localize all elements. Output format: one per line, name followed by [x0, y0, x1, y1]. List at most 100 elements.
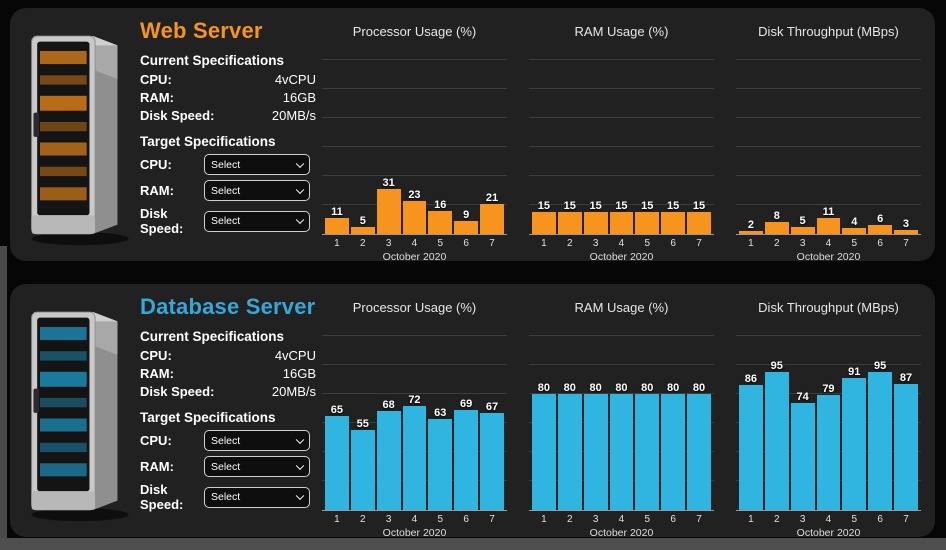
- spec-value: 4vCPU: [274, 72, 316, 87]
- select-label: Disk Speed:: [140, 482, 184, 512]
- bar: [764, 222, 789, 234]
- database-server-panel: Database Server Current Specifications C…: [10, 284, 935, 539]
- bar-group: 91: [842, 336, 867, 510]
- bar-group: 15: [531, 60, 556, 234]
- x-axis-ticks: 1 2 3 4 5 6 7: [736, 514, 921, 525]
- target-specs-heading: Target Specifications: [140, 410, 276, 425]
- db-cpu-select[interactable]: Select: [204, 430, 310, 451]
- gridline: [322, 88, 507, 89]
- web-cpu-select[interactable]: Select: [204, 154, 310, 175]
- x-tick-label: 4: [411, 238, 418, 249]
- bar-group: 80: [583, 336, 608, 510]
- bar-group: 15: [609, 60, 634, 234]
- db-ram-select[interactable]: Select: [204, 456, 310, 477]
- x-tick-label: 5: [437, 238, 444, 249]
- x-tick-label: 2: [566, 238, 573, 249]
- bar: [350, 226, 375, 234]
- bar: [868, 372, 893, 510]
- chart-title: Processor Usage (%): [352, 24, 477, 39]
- current-specs: CPU: 4vCPU RAM: 16GB Disk Speed: 20MB/s: [140, 347, 316, 401]
- gridline: [529, 88, 714, 89]
- gridline: [322, 175, 507, 176]
- bar-value-label: 15: [589, 200, 602, 213]
- target-row-cpu: CPU: Select: [140, 430, 316, 451]
- bar-value-label: 23: [408, 188, 421, 201]
- bar: [687, 212, 711, 234]
- spec-row-disk-speed: Disk Speed: 20MB/s: [140, 107, 316, 125]
- x-axis-ticks: 1 2 3 4 5 6 7: [529, 514, 714, 525]
- bar-value-label: 80: [589, 382, 602, 394]
- web-server-info: Web Server Current Specifications CPU: 4…: [140, 18, 316, 236]
- gridline: [736, 146, 921, 147]
- x-tick-label: 1: [748, 238, 754, 249]
- bar-value-label: 80: [537, 382, 551, 394]
- x-tick-label: 2: [566, 514, 573, 525]
- bar-value-label: 11: [822, 206, 835, 219]
- bar-series: 80 80 80 80 80 80 80: [529, 336, 714, 510]
- bar-group: 87: [894, 336, 918, 510]
- spec-label: RAM:: [140, 366, 174, 381]
- gridline: [322, 146, 507, 147]
- bar-series: 86 95 74 79 91 95 87: [736, 336, 921, 510]
- x-axis-label: October 2020: [796, 527, 861, 539]
- plot-area: 65 55 68 72 63 69 67: [322, 335, 507, 511]
- bar: [480, 412, 504, 510]
- x-tick-label: 2: [359, 238, 366, 249]
- x-tick-label: 6: [877, 238, 883, 249]
- bar-group: 15: [687, 60, 711, 234]
- database-server-image: [26, 294, 138, 528]
- bar-value-label: 95: [770, 360, 783, 373]
- bar-group: 67: [480, 336, 504, 510]
- select-label: CPU:: [140, 157, 172, 172]
- bar-value-label: 8: [773, 210, 780, 223]
- x-axis-ticks: 1 2 3 4 5 6 7: [736, 238, 921, 249]
- spec-label: Disk Speed:: [140, 108, 215, 123]
- x-tick-label: 3: [592, 238, 599, 249]
- chart-title: RAM Usage (%): [574, 24, 669, 39]
- bar: [531, 394, 556, 510]
- bar: [376, 189, 401, 234]
- bar-group: 80: [687, 336, 711, 510]
- bar: [583, 394, 608, 510]
- x-tick-label: 6: [670, 238, 676, 249]
- bar: [635, 212, 660, 234]
- x-tick-label: 2: [773, 514, 780, 525]
- bar-value-label: 15: [615, 200, 628, 213]
- server-rack-icon: [31, 311, 129, 522]
- web-ram-select[interactable]: Select: [204, 180, 310, 201]
- bar-group: 2: [738, 60, 763, 234]
- x-tick-label: 2: [359, 514, 366, 525]
- bar-value-label: 3: [902, 217, 910, 230]
- x-tick-label: 3: [385, 238, 392, 249]
- gridline: [529, 146, 714, 147]
- spec-row-ram: RAM: 16GB: [140, 365, 316, 383]
- x-tick-label: 7: [903, 238, 909, 249]
- server-rack-icon: [31, 35, 129, 246]
- web-server-panel: Web Server Current Specifications CPU: 4…: [10, 8, 935, 263]
- x-axis-label: October 2020: [382, 251, 447, 263]
- bar-group: 4: [842, 60, 867, 234]
- bar-group: 95: [764, 336, 789, 510]
- current-specs: CPU: 4vCPU RAM: 16GB Disk Speed: 20MB/s: [140, 71, 316, 125]
- page-title: Database Server: [140, 294, 316, 319]
- bar-value-label: 87: [899, 371, 913, 384]
- db-disk-speed-select[interactable]: Select: [204, 486, 310, 508]
- gridline: [736, 59, 921, 60]
- spec-value: 16GB: [282, 90, 316, 105]
- gridline: [322, 393, 507, 394]
- gridline: [529, 175, 714, 176]
- x-tick-label: 7: [903, 514, 909, 525]
- bar-group: 68: [376, 336, 401, 510]
- gridline: [322, 335, 507, 336]
- x-axis-ticks: 1 2 3 4 5 6 7: [322, 238, 507, 249]
- target-row-ram: RAM: Select: [140, 456, 316, 477]
- chart-title: Disk Throughput (MBps): [758, 300, 899, 315]
- bar-group: 80: [609, 336, 634, 510]
- web-disk-speed-select[interactable]: Select: [204, 210, 310, 232]
- x-axis-ticks: 1 2 3 4 5 6 7: [529, 238, 714, 249]
- target-row-ram: RAM: Select: [140, 180, 316, 201]
- x-axis-label: October 2020: [796, 251, 861, 263]
- bar: [609, 394, 634, 510]
